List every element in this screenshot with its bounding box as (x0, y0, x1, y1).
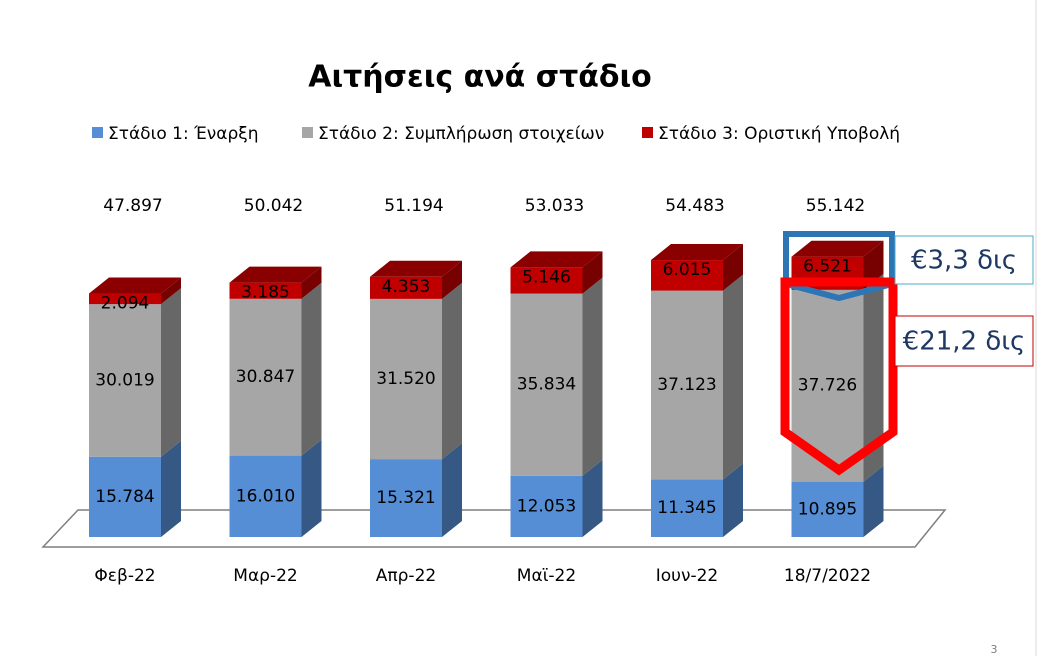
bar-side (301, 282, 322, 456)
bar-side (582, 459, 603, 537)
total-label: 55.142 (806, 196, 865, 216)
data-label: 11.345 (657, 498, 716, 518)
total-label: 54.483 (665, 196, 724, 216)
red-chevron (780, 277, 898, 476)
legend-swatch (302, 127, 313, 138)
data-label: 15.784 (95, 487, 154, 507)
bar-top (510, 251, 603, 268)
bar (791, 481, 864, 537)
x-tick-label: Φεβ-22 (94, 566, 155, 586)
bar (89, 456, 161, 537)
legend-label: Στάδιο 3: Οριστική Υποβολή (658, 124, 900, 144)
data-label: 3.185 (241, 283, 290, 303)
data-label: 15.321 (376, 488, 435, 508)
bars: 15.784 30.019 2.094 47.897 16.010 30.847 3.185… (89, 196, 884, 537)
bar-top (370, 260, 462, 277)
bar (651, 290, 723, 480)
data-label: 35.834 (517, 375, 576, 395)
bar (229, 298, 302, 456)
total-label: 53.033 (525, 196, 584, 216)
bar-side (723, 274, 743, 480)
data-label: 31.520 (376, 369, 435, 389)
bar (370, 276, 442, 299)
annotation-box (894, 315, 1034, 367)
x-tick-label: 18/7/2022 (784, 566, 871, 586)
bar (510, 475, 583, 537)
data-label: 37.123 (657, 375, 716, 395)
bar (89, 293, 161, 305)
data-label: 30.847 (236, 367, 295, 387)
bar (651, 479, 723, 537)
data-label: 2.094 (101, 294, 150, 314)
data-label: 37.726 (798, 376, 857, 396)
legend-label: Στάδιο 2: Συμπλήρωση στοιχείων (318, 124, 604, 144)
annotations: €3,3 δις €21,2 δις (780, 231, 1034, 476)
bar-side (582, 277, 603, 476)
legend-swatch (642, 127, 653, 138)
bar-side (301, 439, 322, 537)
x-tick-label: Απρ-22 (376, 566, 436, 586)
bar-top (651, 244, 743, 261)
data-label: 30.019 (95, 370, 154, 390)
annotation: €3,3 δις (911, 246, 1017, 276)
bar-side (442, 260, 462, 299)
legend-label: Στάδιο 1: Έναρξη (108, 124, 259, 144)
bar (510, 293, 583, 476)
bar (229, 282, 302, 299)
bar (89, 304, 161, 457)
data-label: 4.353 (382, 277, 431, 297)
annotation: €21,2 δις (903, 327, 1026, 357)
bar-side (723, 244, 743, 291)
blue-chevron (783, 231, 895, 302)
data-label: 6.015 (663, 260, 712, 280)
bar-side (863, 273, 884, 482)
page-number: 3 (991, 643, 998, 656)
bar-side (161, 440, 181, 537)
x-tick-label: Μαϊ-22 (517, 566, 576, 586)
bar-side (723, 463, 743, 537)
bar (370, 459, 442, 537)
data-label: 12.053 (517, 496, 576, 516)
chart-title: Αιτήσεις ανά στάδιο (308, 60, 652, 95)
bar-top (89, 277, 181, 294)
bar (229, 455, 302, 537)
total-label: 51.194 (384, 196, 443, 216)
bar-side (301, 266, 322, 299)
bar-top (791, 240, 884, 257)
bar (370, 298, 442, 460)
data-label: 5.146 (522, 267, 571, 287)
bar (651, 260, 723, 291)
data-label: 6.521 (803, 257, 852, 277)
legend-swatch (92, 127, 103, 138)
data-label: 16.010 (236, 486, 295, 506)
annotation-box (894, 235, 1034, 285)
bar-side (442, 443, 462, 537)
bar-side (863, 465, 884, 537)
data-label: 10.895 (798, 499, 857, 519)
bar (510, 267, 583, 294)
bar-side (161, 288, 181, 457)
x-tick-label: Ιουν-22 (656, 566, 719, 586)
total-label: 47.897 (103, 196, 162, 216)
bar-side (161, 277, 181, 305)
total-label: 50.042 (244, 196, 303, 216)
bar-side (442, 282, 462, 460)
bar-top (229, 266, 322, 283)
x-tick-label: Μαρ-22 (233, 566, 297, 586)
bar-side (582, 251, 603, 294)
